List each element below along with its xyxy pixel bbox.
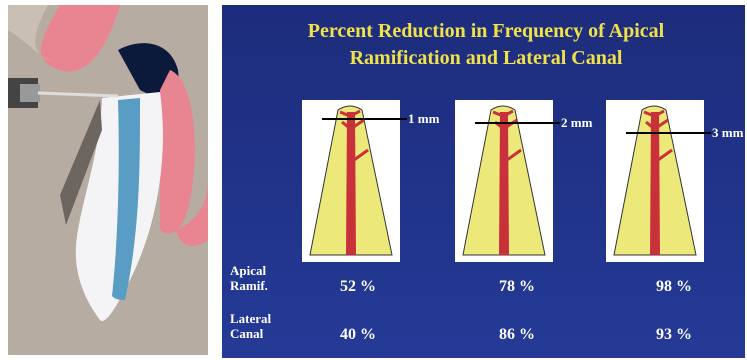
cell: 40 % <box>340 326 376 343</box>
page: Percent Reduction in Frequency of Apical… <box>0 0 747 360</box>
canal <box>499 112 509 255</box>
cell: 78 % <box>499 278 535 295</box>
depth-label: 2 mm <box>561 115 593 130</box>
cell: 98 % <box>656 278 692 295</box>
row-label: Ramif. <box>230 278 268 293</box>
depth-label: 3 mm <box>712 125 744 140</box>
illustration <box>8 5 208 355</box>
diagrams: 1 mm 2 mm 3 mm <box>302 100 744 262</box>
canal <box>346 112 356 255</box>
cell: 86 % <box>499 326 535 343</box>
row-label: Lateral <box>230 311 272 326</box>
cell: 52 % <box>340 278 376 295</box>
row-label: Apical <box>230 263 267 278</box>
title: Ramification and Lateral Canal <box>350 47 623 69</box>
cell: 93 % <box>656 326 692 343</box>
row-label: Canal <box>230 326 264 341</box>
title: Percent Reduction in Frequency of Apical <box>308 20 665 42</box>
depth-label: 1 mm <box>408 111 440 126</box>
